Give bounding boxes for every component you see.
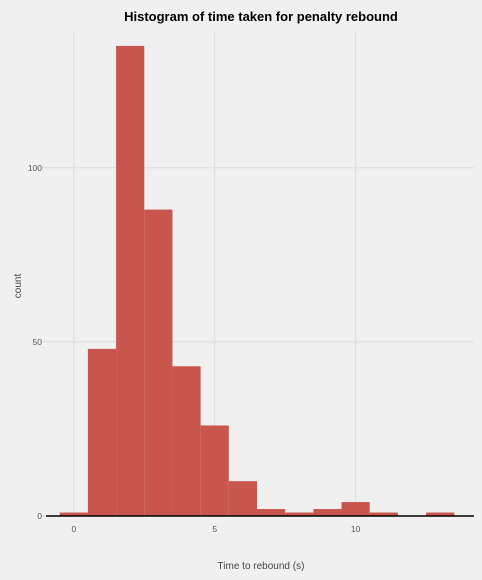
histogram-bar xyxy=(313,509,342,516)
x-tick-label: 10 xyxy=(351,524,361,534)
histogram-bar xyxy=(144,209,173,516)
x-axis-label: Time to rebound (s) xyxy=(218,561,305,572)
histogram-bar xyxy=(200,425,229,516)
chart-title: Histogram of time taken for penalty rebo… xyxy=(124,9,398,24)
y-tick-label: 50 xyxy=(33,337,43,347)
x-tick-labels: 0 5 10 xyxy=(71,524,360,534)
x-tick-label: 0 xyxy=(71,524,76,534)
x-tick-label: 5 xyxy=(212,524,217,534)
y-tick-label: 0 xyxy=(37,511,42,521)
histogram-bar xyxy=(257,509,286,516)
histogram-bar xyxy=(59,512,88,516)
histogram-bar xyxy=(116,45,145,516)
histogram-bar xyxy=(228,481,257,516)
histogram-bar xyxy=(285,512,314,516)
histogram-bar xyxy=(341,502,370,516)
y-tick-label: 100 xyxy=(28,163,42,173)
y-tick-labels: 0 50 100 xyxy=(28,163,42,521)
histogram-bar xyxy=(87,348,117,516)
y-axis-label: count xyxy=(13,274,24,299)
bars-layer xyxy=(59,45,455,516)
histogram-bar xyxy=(369,512,398,516)
histogram-bar xyxy=(426,512,455,516)
histogram-bar xyxy=(172,366,201,516)
